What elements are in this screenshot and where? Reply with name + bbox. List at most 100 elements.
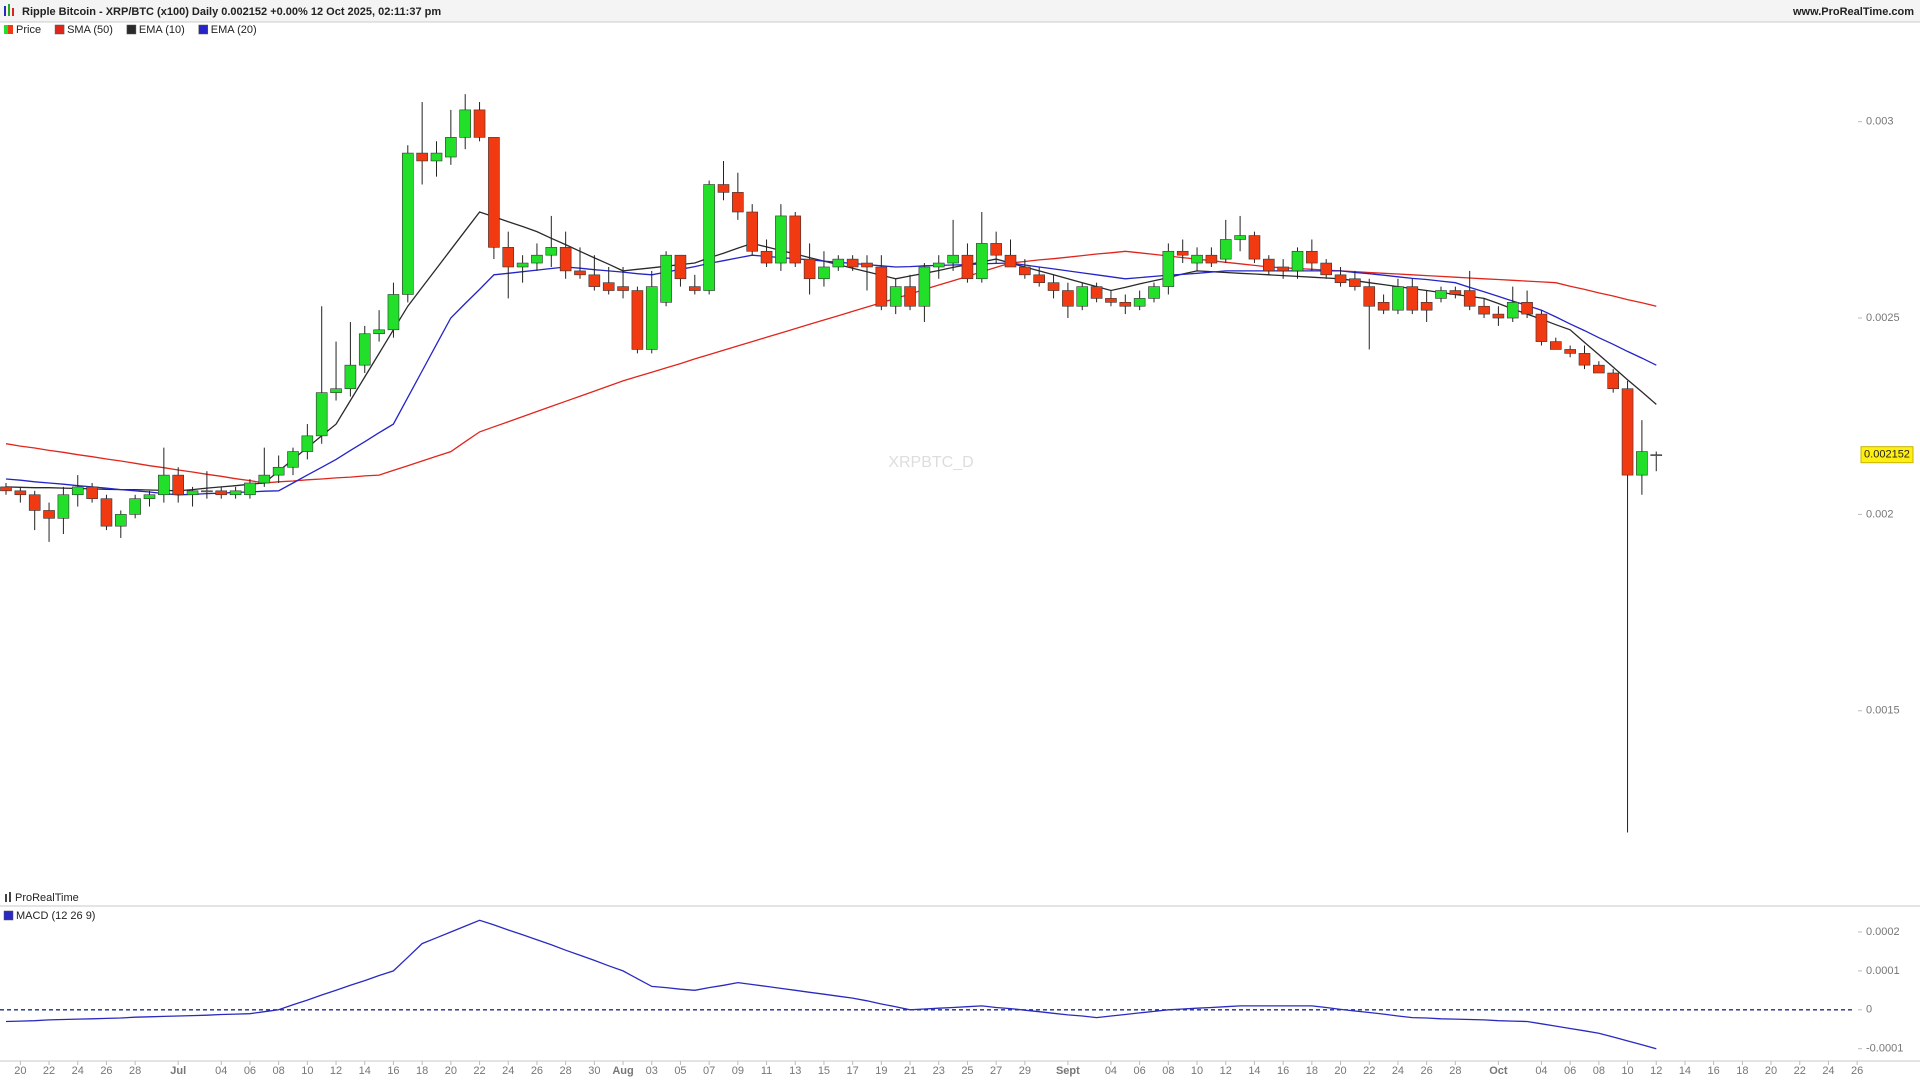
candle-body bbox=[1420, 302, 1433, 311]
x-tick-label: 14 bbox=[1248, 1065, 1260, 1077]
candle-body bbox=[1550, 341, 1562, 350]
candle-body bbox=[760, 250, 773, 264]
legend-label: EMA (20) bbox=[211, 24, 257, 36]
legend-swatch bbox=[4, 25, 8, 34]
x-tick-label: 10 bbox=[301, 1065, 313, 1077]
candle-body bbox=[746, 211, 759, 252]
candle-body bbox=[215, 490, 228, 496]
candle-body bbox=[947, 254, 959, 264]
source-icon bbox=[5, 892, 11, 902]
legend-label: MACD (12 26 9) bbox=[16, 910, 95, 922]
candle-body bbox=[143, 494, 156, 499]
candle-body bbox=[287, 451, 299, 468]
candle-body bbox=[1291, 250, 1304, 272]
x-tick-label: 20 bbox=[445, 1065, 457, 1077]
x-tick-label: 08 bbox=[1162, 1065, 1174, 1077]
candle-body bbox=[1449, 290, 1462, 295]
x-tick-label: 25 bbox=[961, 1065, 973, 1077]
x-tick-label: 05 bbox=[674, 1065, 686, 1077]
candle-body bbox=[1636, 451, 1648, 476]
x-tick-label: 04 bbox=[1535, 1065, 1547, 1077]
x-tick-label: 09 bbox=[732, 1065, 744, 1077]
candle-body bbox=[115, 514, 127, 527]
x-tick-label: 24 bbox=[502, 1065, 514, 1077]
header-title: Ripple Bitcoin - XRP/BTC (x100) Daily 0.… bbox=[22, 6, 441, 18]
candle-body bbox=[574, 270, 586, 276]
candle-body bbox=[1119, 302, 1132, 307]
candle-body bbox=[416, 152, 428, 162]
site-link[interactable]: www.ProRealTime.com bbox=[1792, 6, 1914, 18]
candle-body bbox=[1535, 313, 1548, 342]
candle-body bbox=[387, 294, 400, 331]
legend-label: SMA (50) bbox=[67, 24, 113, 36]
candle-body bbox=[861, 262, 873, 268]
x-tick-label: 27 bbox=[990, 1065, 1002, 1077]
candle-body bbox=[1607, 372, 1619, 390]
x-tick-label: Oct bbox=[1489, 1065, 1508, 1077]
candle-body bbox=[818, 266, 830, 280]
candle-body bbox=[645, 286, 658, 350]
candle-body bbox=[301, 435, 314, 452]
candle-body bbox=[803, 258, 816, 280]
candle-body bbox=[1033, 274, 1045, 283]
candle-body bbox=[1363, 286, 1376, 307]
legend-swatch bbox=[126, 24, 137, 35]
candle-body bbox=[732, 192, 744, 213]
x-tick-label: 24 bbox=[1822, 1065, 1834, 1077]
x-tick-label: 30 bbox=[588, 1065, 600, 1077]
x-tick-label: 06 bbox=[1134, 1065, 1146, 1077]
candle-body bbox=[1004, 254, 1017, 268]
candle-body bbox=[674, 254, 687, 280]
candle-body bbox=[71, 486, 84, 496]
candle-body bbox=[990, 243, 1002, 256]
x-tick-label: 29 bbox=[1019, 1065, 1031, 1077]
y-tick-label: -0.0001 bbox=[1866, 1043, 1903, 1055]
x-tick-label: 20 bbox=[1334, 1065, 1346, 1077]
candle-body bbox=[1564, 349, 1576, 354]
candle-body bbox=[703, 184, 715, 291]
candle-body bbox=[244, 482, 256, 496]
y-tick-label: 0.0015 bbox=[1866, 705, 1900, 717]
x-tick-label: 18 bbox=[1306, 1065, 1318, 1077]
candle-body bbox=[186, 490, 199, 496]
candle-body bbox=[1205, 254, 1218, 264]
x-tick-label: 15 bbox=[818, 1065, 830, 1077]
candle-body bbox=[1306, 250, 1318, 264]
app-icon bbox=[4, 4, 14, 16]
candle-body bbox=[86, 486, 98, 499]
candle-body bbox=[1176, 250, 1189, 256]
candle-body bbox=[1650, 454, 1663, 456]
last-price-box bbox=[1860, 446, 1914, 464]
candle-body bbox=[1162, 250, 1175, 287]
candle-body bbox=[459, 109, 472, 138]
x-tick-label: 18 bbox=[1736, 1065, 1748, 1077]
candle-body bbox=[401, 152, 414, 295]
candle-body bbox=[1248, 235, 1261, 260]
candle-body bbox=[1234, 235, 1246, 240]
x-tick-label: 04 bbox=[1105, 1065, 1117, 1077]
x-tick-label: Sept bbox=[1056, 1065, 1080, 1077]
x-tick-label: 24 bbox=[72, 1065, 84, 1077]
x-tick-label: 23 bbox=[933, 1065, 945, 1077]
candle-body bbox=[1406, 286, 1419, 311]
legend: Price SMA (50) EMA (10) EMA (20) bbox=[4, 24, 257, 36]
x-tick-label: 26 bbox=[1421, 1065, 1433, 1077]
x-tick-label: 24 bbox=[1392, 1065, 1404, 1077]
candle-body bbox=[158, 474, 170, 496]
x-tick-label: 07 bbox=[703, 1065, 715, 1077]
x-tick-label: 22 bbox=[473, 1065, 485, 1077]
candle-body bbox=[875, 266, 888, 307]
candle-body bbox=[889, 286, 902, 307]
x-tick-label: 20 bbox=[1765, 1065, 1777, 1077]
candle-body bbox=[1191, 254, 1203, 264]
x-tick-label: 26 bbox=[1851, 1065, 1863, 1077]
candle-body bbox=[1334, 274, 1347, 283]
macd-line bbox=[5, 919, 1657, 1050]
x-tick-label: 14 bbox=[359, 1065, 371, 1077]
legend-swatch bbox=[198, 24, 209, 35]
candle-body bbox=[631, 290, 644, 350]
x-tick-label: 26 bbox=[100, 1065, 112, 1077]
candle-body bbox=[1263, 258, 1275, 272]
candle-body bbox=[315, 392, 328, 437]
candle-body bbox=[57, 494, 70, 519]
